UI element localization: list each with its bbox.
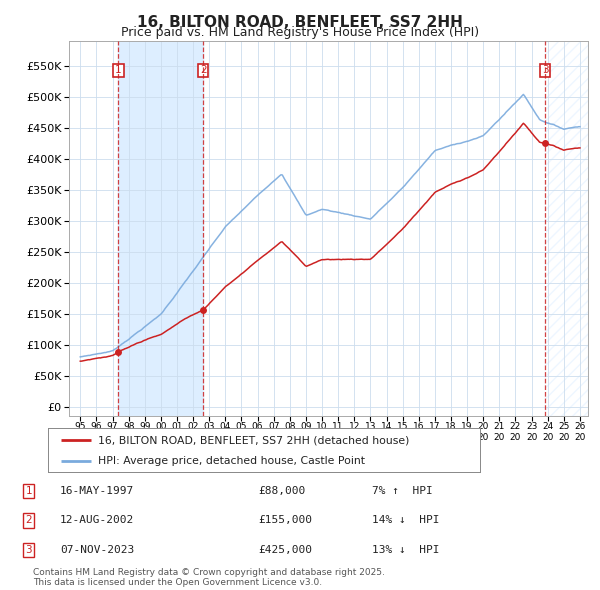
Text: 13% ↓  HPI: 13% ↓ HPI: [372, 545, 439, 555]
Bar: [118, 41, 203, 416]
Text: 12-AUG-2002: 12-AUG-2002: [60, 516, 134, 525]
Text: Contains HM Land Registry data © Crown copyright and database right 2025.
This d: Contains HM Land Registry data © Crown c…: [33, 568, 385, 587]
Text: 1: 1: [115, 65, 122, 76]
Text: HPI: Average price, detached house, Castle Point: HPI: Average price, detached house, Cast…: [98, 456, 365, 466]
Text: £425,000: £425,000: [258, 545, 312, 555]
Text: 07-NOV-2023: 07-NOV-2023: [60, 545, 134, 555]
Text: 16, BILTON ROAD, BENFLEET, SS7 2HH (detached house): 16, BILTON ROAD, BENFLEET, SS7 2HH (deta…: [98, 435, 409, 445]
Text: 3: 3: [542, 65, 548, 76]
Text: £88,000: £88,000: [258, 486, 305, 496]
Text: 16-MAY-1997: 16-MAY-1997: [60, 486, 134, 496]
Text: 2: 2: [200, 65, 206, 76]
Text: 1: 1: [25, 486, 32, 496]
Text: 14% ↓  HPI: 14% ↓ HPI: [372, 516, 439, 525]
Text: 2: 2: [25, 516, 32, 525]
Text: 7% ↑  HPI: 7% ↑ HPI: [372, 486, 433, 496]
Text: Price paid vs. HM Land Registry's House Price Index (HPI): Price paid vs. HM Land Registry's House …: [121, 26, 479, 39]
Text: 3: 3: [25, 545, 32, 555]
Bar: [545, 41, 588, 416]
Text: 16, BILTON ROAD, BENFLEET, SS7 2HH: 16, BILTON ROAD, BENFLEET, SS7 2HH: [137, 15, 463, 30]
Text: £155,000: £155,000: [258, 516, 312, 525]
